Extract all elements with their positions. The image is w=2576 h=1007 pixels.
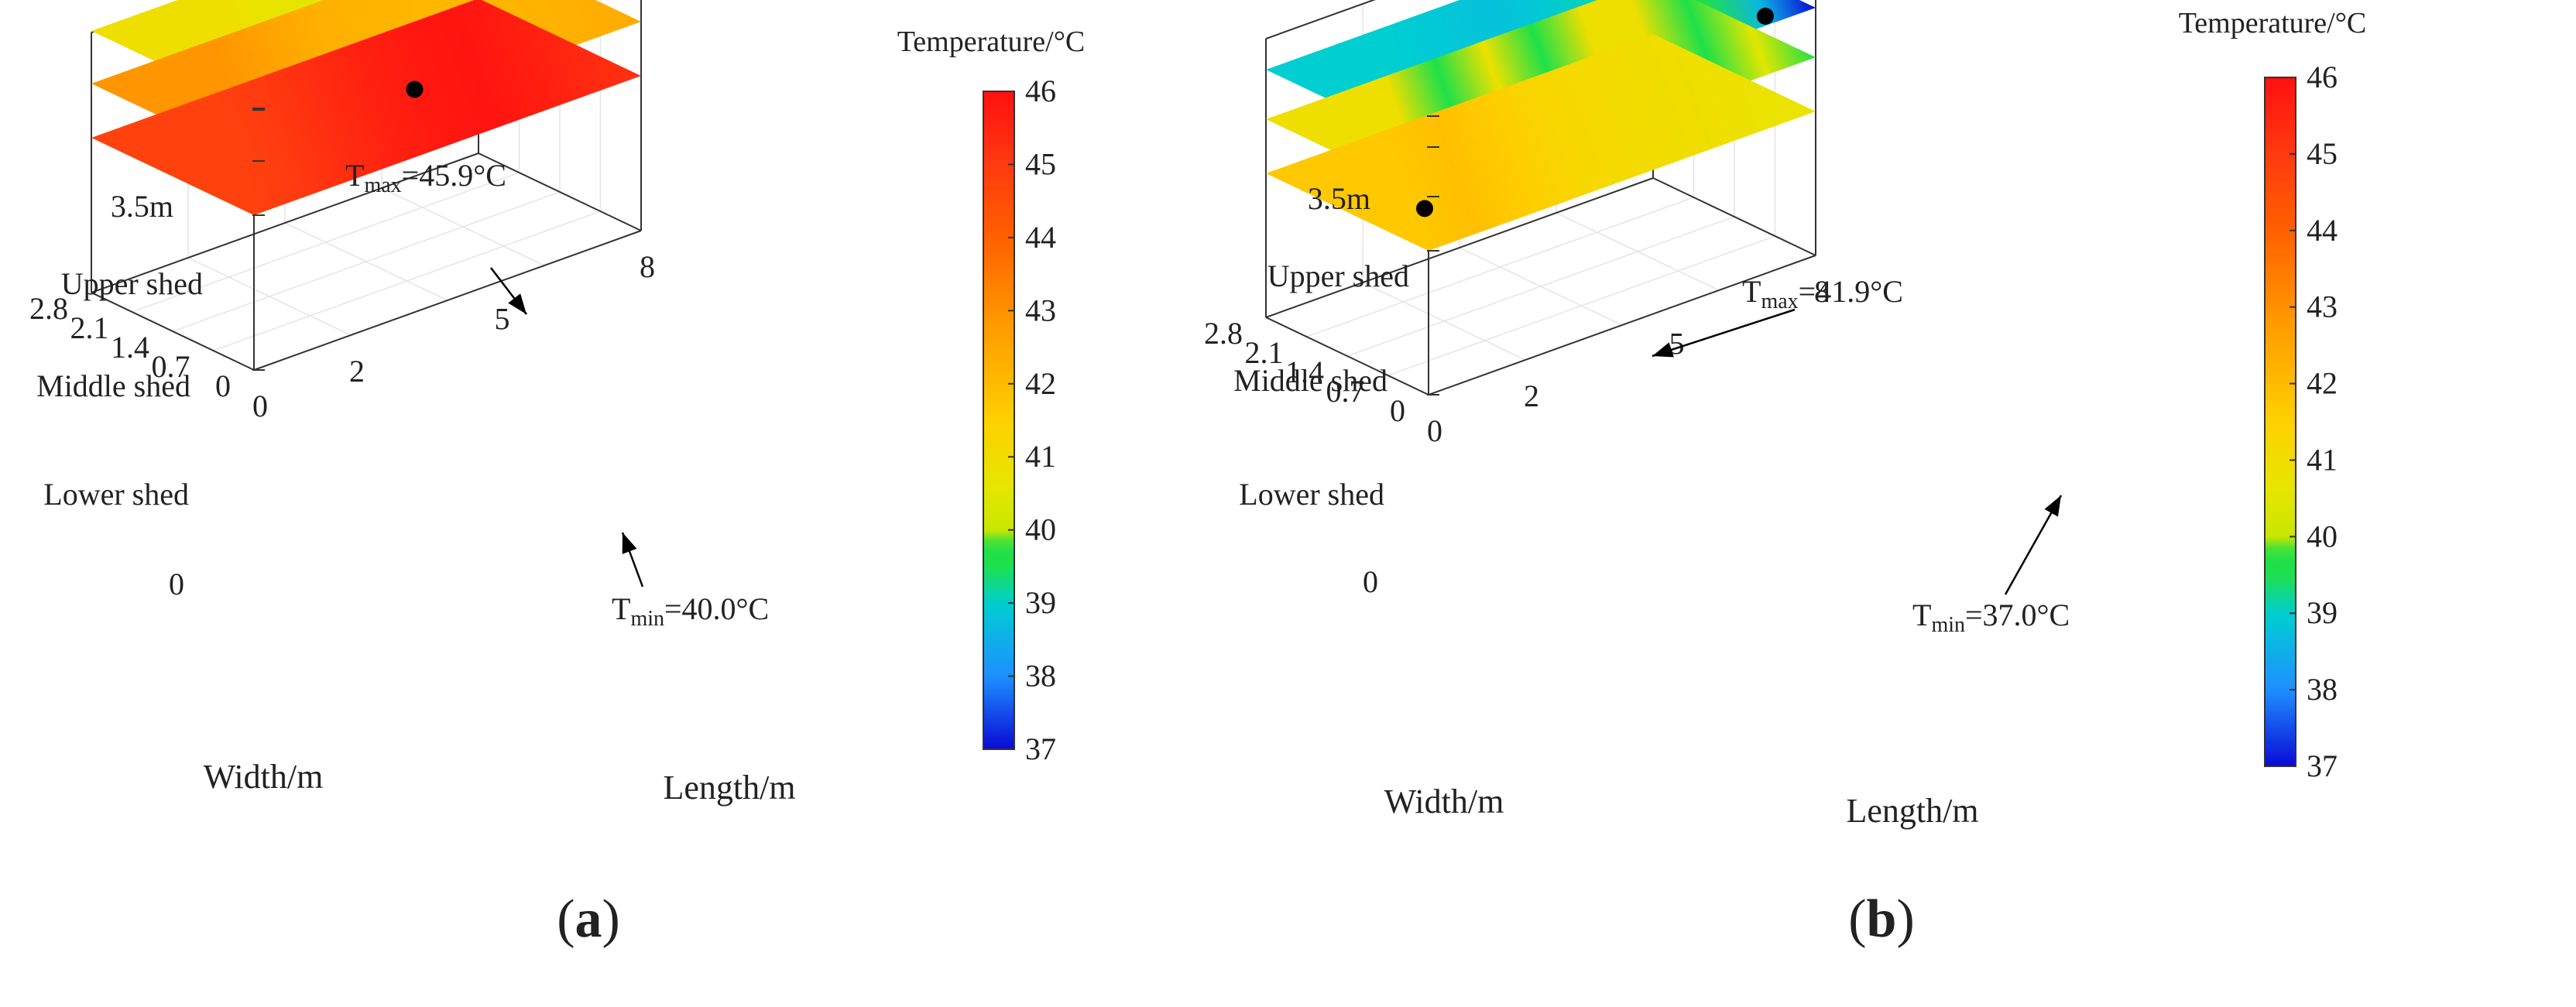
colorbar-tick-label: 37 xyxy=(1025,731,1056,766)
colorbar-title: Temperature/°C xyxy=(2179,7,2367,39)
axis-frame-line xyxy=(1265,177,1654,318)
y-axis-label: Width/m xyxy=(1384,783,1504,820)
axis-frame-line xyxy=(1265,0,1376,39)
axis-frame-line xyxy=(253,230,642,371)
grid-line xyxy=(1306,197,1694,337)
annotation-label: Tmax=41.9°C xyxy=(1742,274,1903,313)
grid-line xyxy=(381,187,545,266)
y-tick-label: 2.8 xyxy=(1204,316,1243,351)
x-tick-label: 5 xyxy=(1669,327,1685,361)
colorbar-tick-label: 39 xyxy=(1025,585,1056,620)
annotation-arrowhead xyxy=(622,533,637,554)
y-tick-label: 2.8 xyxy=(29,291,68,326)
x-tick-label: 8 xyxy=(1814,274,1830,309)
panel-a-chart: 0 Lower shed Middle shed Upper shed 3.5m 0 2 5 8… xyxy=(29,0,1085,949)
z-tick-label: Upper shed xyxy=(61,266,203,301)
colorbar xyxy=(983,91,1015,750)
z-tick-label: 3.5m xyxy=(1308,181,1370,216)
x-axis-label: Length/m xyxy=(663,769,795,807)
colorbar-tick-label: 42 xyxy=(2307,366,2338,401)
colorbar-tick-label: 44 xyxy=(1025,220,1056,255)
annotation-arrow xyxy=(1652,308,1796,358)
panel-b-chart: 0 Lower shed Middle shed Upper shed 3.5m 0 2 5 8… xyxy=(1204,0,2366,949)
z-tick-label: Lower shed xyxy=(43,477,189,512)
z-tick-label: Upper shed xyxy=(1267,259,1409,293)
y-tick-label: 0 xyxy=(1390,393,1405,428)
grid-line xyxy=(1556,212,1720,291)
z-tick-label: Middle shed xyxy=(1233,363,1387,398)
x-axis-label: Length/m xyxy=(1846,792,1978,830)
annotation-label: Tmin=40.0°C xyxy=(612,591,769,631)
panel-label: (a) xyxy=(557,889,620,949)
colorbar-tick-label: 41 xyxy=(1025,439,1056,474)
z-tick-label: 0 xyxy=(1363,564,1378,599)
colorbar xyxy=(2264,77,2296,767)
colorbar-title: Temperature/°C xyxy=(897,26,1086,58)
x-tick-label: 8 xyxy=(640,249,655,284)
colorbar-tick-label: 38 xyxy=(1025,659,1056,694)
y-tick-label: 2.1 xyxy=(70,310,109,345)
colorbar-tick-label: 42 xyxy=(1025,366,1056,401)
y-tick-label: 0.7 xyxy=(152,349,190,384)
x-tick-label: 2 xyxy=(349,354,365,389)
colorbar-tick-label: 43 xyxy=(2307,289,2338,324)
layer-upper-shed xyxy=(1266,34,1816,251)
colorbar-tick-label: 38 xyxy=(2307,672,2338,707)
annotation-arrowhead xyxy=(1652,342,1674,358)
x-tick-label: 5 xyxy=(495,302,510,337)
colorbar-tick-label: 39 xyxy=(2307,595,2338,630)
axis-frame-line xyxy=(91,152,479,293)
y-axis-label: Width/m xyxy=(204,758,324,796)
colorbar-tick-label: 44 xyxy=(2307,213,2338,248)
y-tick-label: 1.4 xyxy=(111,330,149,365)
colorbar-tick-label: 40 xyxy=(1025,512,1056,547)
annotation-label: Tmin=37.0°C xyxy=(1912,598,2070,637)
axis-frame-line xyxy=(1652,177,1816,256)
z-tick-label: Middle shed xyxy=(36,368,190,403)
annotation-point xyxy=(1757,7,1774,25)
z-tick-label: 0 xyxy=(169,567,184,601)
z-tick-label: Lower shed xyxy=(1239,477,1384,512)
y-tick-label: 0.7 xyxy=(1326,374,1365,409)
colorbar-tick-label: 45 xyxy=(2307,136,2338,171)
y-tick-label: 1.4 xyxy=(1285,355,1324,389)
grid-line xyxy=(132,172,520,313)
axis-frame-line xyxy=(1265,317,1429,396)
x-tick-label: 2 xyxy=(1524,378,1539,413)
axis-frame-line xyxy=(478,152,642,231)
grid-line xyxy=(1459,247,1623,326)
layer-upper-shed xyxy=(91,0,641,215)
y-tick-label: 2.1 xyxy=(1245,335,1284,370)
annotation-label: Tmax=45.9°C xyxy=(345,158,506,197)
z-tick-label: 3.5m xyxy=(111,189,173,224)
y-tick-label: 0 xyxy=(215,368,231,403)
panel-label: (b) xyxy=(1848,889,1915,949)
grid-line xyxy=(284,222,448,301)
annotation-point xyxy=(1416,200,1433,217)
colorbar-tick-label: 41 xyxy=(2307,442,2338,477)
colorbar-tick-label: 45 xyxy=(1025,146,1056,181)
x-tick-label: 0 xyxy=(1427,413,1442,448)
colorbar-tick-label: 43 xyxy=(1025,293,1056,327)
colorbar-tick-label: 46 xyxy=(1025,74,1056,108)
colorbar-tick-label: 46 xyxy=(2307,60,2338,94)
axis-frame-line xyxy=(1428,255,1816,396)
colorbar-tick-label: 40 xyxy=(2307,519,2338,553)
axis-frame-line xyxy=(91,292,255,371)
x-tick-label: 0 xyxy=(252,389,268,423)
annotation-arrowhead xyxy=(2044,495,2061,517)
colorbar-tick-label: 37 xyxy=(2307,748,2338,783)
annotation-point xyxy=(406,80,424,98)
annotation-arrowhead xyxy=(508,293,527,314)
